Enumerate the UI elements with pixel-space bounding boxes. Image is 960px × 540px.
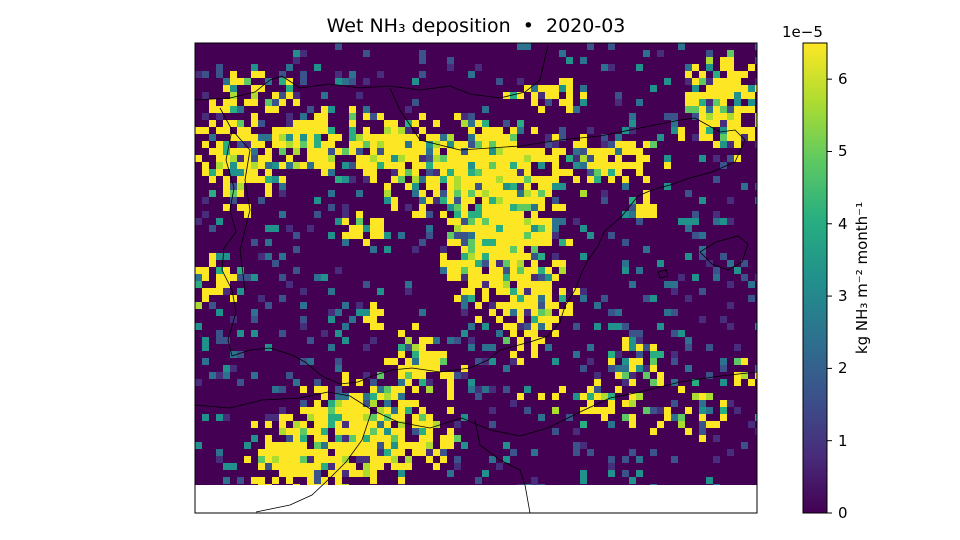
colorbar-tick-label: 0 <box>838 504 848 522</box>
deposition-field <box>195 43 757 485</box>
nodata-strip <box>195 485 757 513</box>
colorbar-tick-label: 3 <box>838 287 848 306</box>
colorbar-tick-label: 4 <box>838 214 848 233</box>
colorbar-tick-label: 5 <box>838 142 848 161</box>
coastlines <box>194 44 758 514</box>
colorbar-tick-label: 1 <box>838 431 848 450</box>
map-frame <box>194 42 758 514</box>
colorbar-tick-label: 6 <box>838 70 848 89</box>
colorbar-tick-label: 2 <box>838 359 848 378</box>
colorbar-label: kg NH₃ m⁻² month⁻¹ <box>853 201 871 355</box>
chart-title: Wet NH₃ deposition • 2020-03 <box>326 15 626 37</box>
colorbar <box>802 42 828 514</box>
colorbar-ticks <box>827 78 832 514</box>
colorbar-exponent: 1e−5 <box>782 23 823 41</box>
